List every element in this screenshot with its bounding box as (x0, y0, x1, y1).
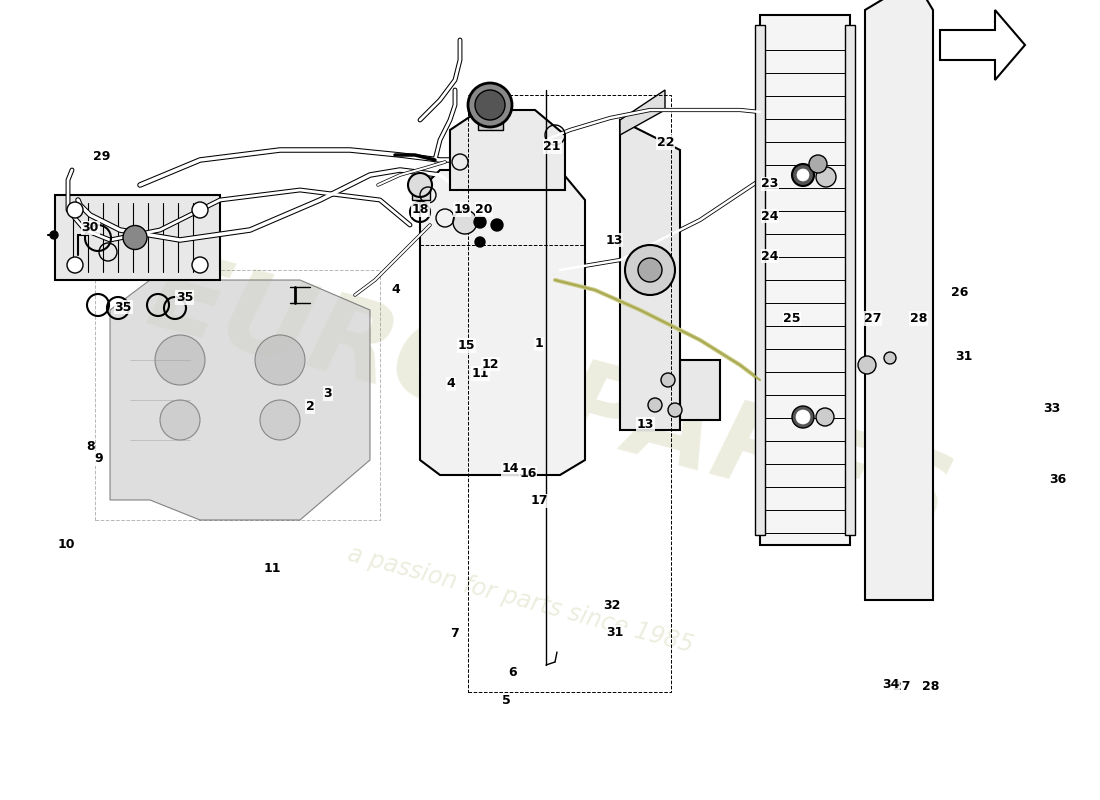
Text: 36: 36 (1049, 474, 1067, 486)
Text: 30: 30 (81, 222, 99, 234)
Text: 11: 11 (472, 367, 490, 380)
Bar (95, 270, 380, 520)
Circle shape (67, 202, 82, 218)
Text: 33: 33 (1043, 402, 1060, 414)
Polygon shape (420, 170, 585, 475)
Bar (478, 105, 503, 130)
Text: 2: 2 (306, 400, 315, 413)
Circle shape (638, 258, 662, 282)
Text: EUROSPARES: EUROSPARES (138, 242, 962, 558)
Text: 14: 14 (502, 462, 519, 475)
Text: 4: 4 (392, 283, 400, 296)
Text: 34: 34 (882, 678, 900, 690)
Polygon shape (620, 90, 666, 135)
Circle shape (625, 245, 675, 295)
Text: a passion for parts since 1985: a passion for parts since 1985 (344, 542, 695, 658)
Text: 35: 35 (114, 301, 132, 314)
Text: 18: 18 (411, 203, 429, 216)
Text: 20: 20 (475, 203, 493, 216)
Text: 1: 1 (535, 338, 543, 350)
Circle shape (661, 373, 675, 387)
Text: 32: 32 (603, 599, 620, 612)
Text: 31: 31 (955, 350, 972, 362)
Circle shape (192, 202, 208, 218)
Circle shape (155, 335, 205, 385)
Text: 35: 35 (176, 291, 194, 304)
Polygon shape (940, 10, 1025, 80)
Text: 17: 17 (530, 494, 548, 507)
Circle shape (858, 356, 876, 374)
Text: 21: 21 (543, 140, 561, 153)
Text: 12: 12 (482, 358, 499, 370)
Text: 13: 13 (605, 234, 623, 246)
Text: 28: 28 (910, 312, 927, 325)
Circle shape (50, 231, 58, 239)
Circle shape (408, 173, 432, 197)
Text: 7: 7 (450, 627, 459, 640)
Circle shape (255, 335, 305, 385)
Polygon shape (865, 0, 933, 600)
Text: 29: 29 (92, 150, 110, 163)
Polygon shape (110, 280, 370, 520)
Bar (845, 25, 855, 535)
Circle shape (453, 210, 477, 234)
Circle shape (474, 216, 486, 228)
Text: 13: 13 (637, 418, 654, 430)
Polygon shape (760, 15, 850, 545)
Circle shape (792, 164, 814, 186)
Bar (468, 95, 671, 692)
Circle shape (816, 408, 834, 426)
Text: 4: 4 (447, 378, 455, 390)
Text: 27: 27 (864, 312, 881, 325)
Circle shape (260, 400, 300, 440)
Text: 31: 31 (606, 626, 624, 638)
Text: 23: 23 (761, 178, 779, 190)
Circle shape (160, 400, 200, 440)
Polygon shape (412, 182, 430, 200)
Text: 24: 24 (761, 250, 779, 262)
Text: 9: 9 (95, 452, 103, 465)
Text: 8: 8 (86, 440, 95, 453)
Polygon shape (620, 120, 721, 430)
Text: 11: 11 (264, 562, 282, 574)
Circle shape (808, 155, 827, 173)
Text: 15: 15 (458, 339, 475, 352)
Text: 19: 19 (453, 203, 471, 216)
Text: 26: 26 (950, 286, 968, 298)
Text: 5: 5 (502, 694, 510, 706)
Text: 6: 6 (508, 666, 517, 678)
Bar (755, 25, 764, 535)
Circle shape (884, 352, 896, 364)
Text: 3: 3 (323, 387, 332, 400)
Circle shape (668, 403, 682, 417)
Text: 22: 22 (657, 136, 674, 149)
Circle shape (475, 90, 505, 120)
Circle shape (491, 219, 503, 231)
Circle shape (796, 410, 810, 424)
Circle shape (792, 406, 814, 428)
Circle shape (192, 257, 208, 273)
Circle shape (123, 226, 147, 250)
Text: 16: 16 (519, 467, 537, 480)
Text: 25: 25 (783, 312, 801, 325)
Text: 24: 24 (761, 210, 779, 222)
Circle shape (816, 167, 836, 187)
Text: 10: 10 (57, 538, 75, 550)
Circle shape (67, 257, 82, 273)
Circle shape (798, 169, 808, 181)
Text: 27: 27 (893, 680, 911, 693)
Circle shape (648, 398, 662, 412)
Text: 28: 28 (922, 680, 939, 693)
Polygon shape (450, 110, 565, 190)
Circle shape (468, 83, 512, 127)
Circle shape (475, 237, 485, 247)
Polygon shape (55, 195, 220, 280)
